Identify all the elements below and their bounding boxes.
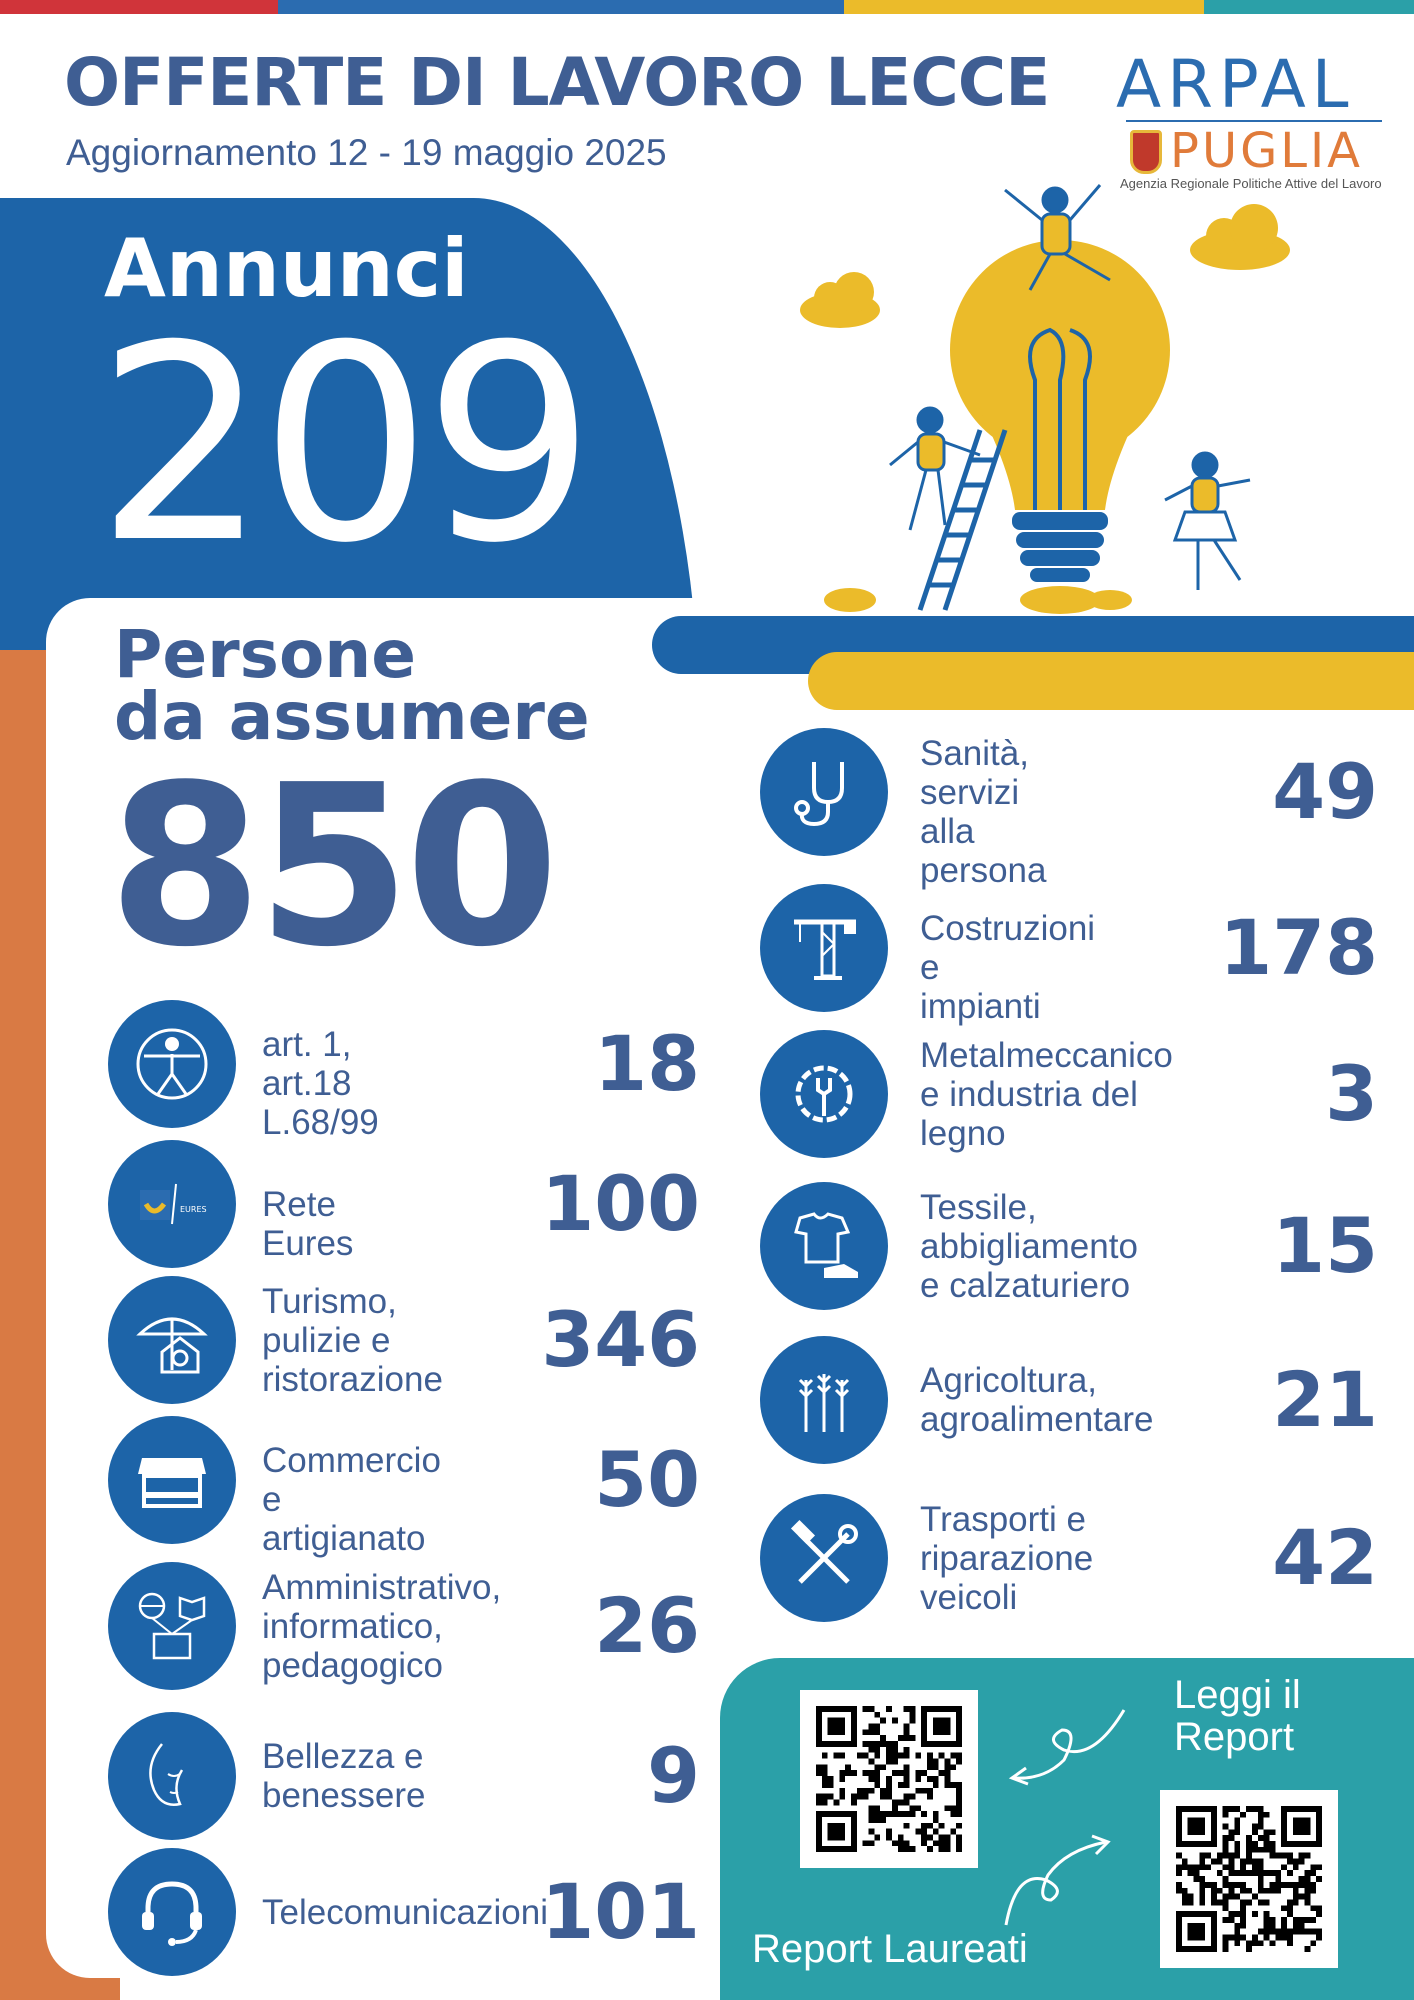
- left-category-label: art. 1, art.18 L.68/99: [262, 1025, 379, 1142]
- left-category-label: Turismo, pulizie e ristorazione: [262, 1281, 443, 1399]
- left-category-value: 26: [594, 1581, 700, 1670]
- left-category-value: 18: [594, 1019, 700, 1108]
- right-category-value: 3: [1325, 1049, 1378, 1138]
- right-category-label: Trasporti e riparazione veicoli: [920, 1499, 1094, 1617]
- tshirt-shoe-icon: [760, 1182, 888, 1310]
- top-bar-yellow: [844, 0, 1204, 14]
- right-category-label: Costruzioni e impianti: [920, 909, 1096, 1026]
- curly-arrow-icon: [1004, 1834, 1111, 1926]
- right-category-label: Sanità, servizi alla persona: [920, 733, 1047, 890]
- decor-bar-yellow: [808, 652, 1414, 710]
- person-figure: [1004, 184, 1111, 291]
- page-title: OFFERTE DI LAVORO LECCE: [64, 44, 1050, 121]
- left-category-value: 50: [594, 1435, 700, 1524]
- left-category-label: Rete Eures: [262, 1184, 354, 1263]
- hammer-wrench-icon: [760, 1494, 888, 1622]
- persone-label: Persone da assumere: [114, 616, 590, 755]
- eures-logo-icon: EURES: [108, 1140, 236, 1268]
- left-category-value: 9: [647, 1731, 700, 1820]
- left-category-value: 100: [541, 1159, 700, 1248]
- report-laureati-label: Report Laureati: [752, 1927, 1028, 1971]
- stethoscope-icon: [760, 728, 888, 856]
- right-category-value: 178: [1219, 903, 1378, 992]
- top-bar-red: [0, 0, 278, 14]
- left-category-label: Telecomunicazioni: [262, 1892, 548, 1932]
- person-figure: [1164, 451, 1251, 590]
- left-category-value: 101: [541, 1867, 700, 1956]
- annunci-label: Annunci: [104, 222, 469, 315]
- cloud-icon: [1190, 204, 1290, 270]
- umbrella-house-icon: [108, 1276, 236, 1404]
- person-figure: [889, 406, 981, 531]
- wheat-icon: [760, 1336, 888, 1464]
- right-category-label: Agricoltura, agroalimentare: [920, 1361, 1154, 1439]
- left-category-label: Bellezza e benessere: [262, 1737, 426, 1815]
- crane-icon: [760, 884, 888, 1012]
- cloud-icon: [800, 272, 880, 328]
- right-category-label: Metalmeccanico e industria del legno: [920, 1035, 1173, 1153]
- gear-wrench-icon: [760, 1030, 888, 1158]
- right-category-value: 42: [1272, 1513, 1378, 1602]
- right-category-value: 15: [1272, 1201, 1378, 1290]
- qr-code-laureati[interactable]: [1160, 1790, 1338, 1968]
- persone-value: 850: [108, 738, 559, 996]
- right-category-value: 21: [1272, 1355, 1378, 1444]
- market-stall-icon: [108, 1416, 236, 1544]
- logo-tagline: Agenzia Regionale Politiche Attive del L…: [1120, 176, 1382, 191]
- logo-puglia-text: PUGLIA: [1170, 123, 1364, 179]
- annunci-value: 209: [96, 287, 595, 602]
- leggi-report-label: Leggi il Report: [1174, 1673, 1301, 1759]
- right-category-value: 49: [1272, 747, 1378, 836]
- left-category-label: Commercio e artigianato: [262, 1441, 441, 1558]
- logo-arpal-text: ARPAL: [1116, 46, 1355, 123]
- svg-text:EURES: EURES: [180, 1205, 207, 1214]
- page-subtitle: Aggiornamento 12 - 19 maggio 2025: [66, 132, 667, 173]
- crest-icon: [1130, 130, 1162, 174]
- left-category-label: Amministrativo, informatico, pedagogico: [262, 1567, 502, 1685]
- left-category-value: 346: [541, 1295, 700, 1384]
- logo-divider: [1126, 120, 1382, 122]
- arpal-puglia-logo: ARPAL PUGLIA Agenzia Regionale Politiche…: [1110, 50, 1390, 200]
- face-icon: [108, 1712, 236, 1840]
- headset-icon: [108, 1848, 236, 1976]
- accessibility-icon: [108, 1000, 236, 1128]
- qr-code-report[interactable]: [800, 1690, 978, 1868]
- right-category-label: Tessile, abbigliamento e calzaturiero: [920, 1187, 1138, 1305]
- curly-arrow-icon: [1008, 1709, 1126, 1786]
- globe-book-icon: [108, 1562, 236, 1690]
- top-bar-blue: [278, 0, 844, 14]
- lightbulb-people-illustration: [800, 184, 1290, 614]
- top-color-bar: [0, 0, 1414, 14]
- top-bar-teal: [1204, 0, 1414, 14]
